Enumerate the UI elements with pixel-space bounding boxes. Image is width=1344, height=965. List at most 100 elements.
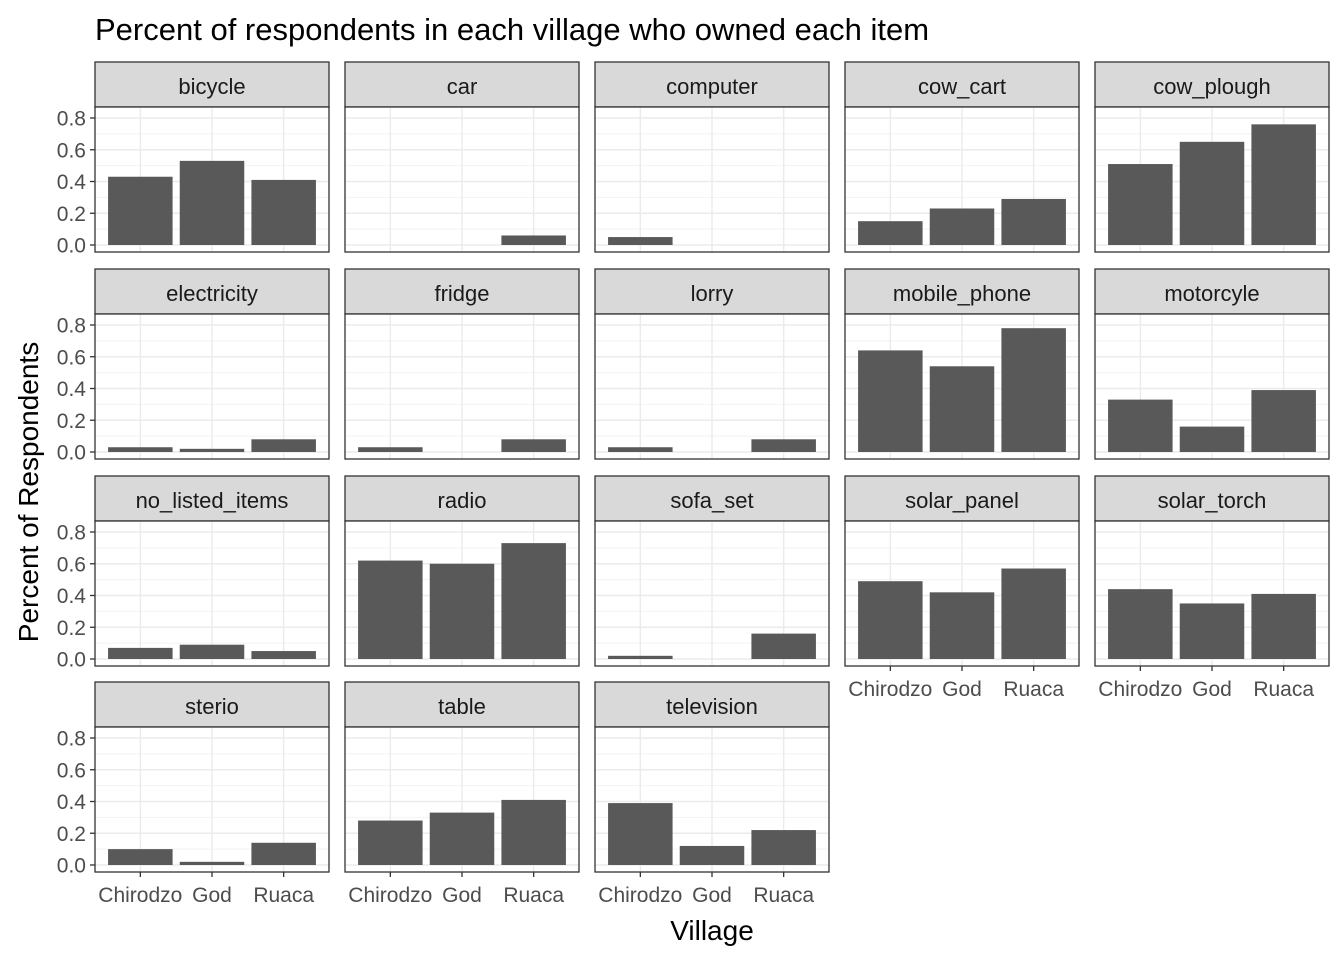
x-tick-label: Chirodzo bbox=[98, 884, 182, 907]
facet-label: motorcyle bbox=[1164, 281, 1259, 306]
facet-strip bbox=[344, 61, 580, 108]
panel-border bbox=[1094, 313, 1330, 460]
facet-panel-lorry: lorry bbox=[594, 268, 830, 460]
facet-label: radio bbox=[438, 488, 487, 513]
bar-ruaca bbox=[501, 543, 566, 659]
y-tick-label: 0.0 bbox=[57, 235, 86, 258]
bar-god bbox=[429, 812, 495, 865]
facet-label: lorry bbox=[691, 281, 734, 306]
bar-god bbox=[679, 845, 745, 865]
facet-label: cow_cart bbox=[918, 74, 1006, 99]
bar-chirodzo bbox=[358, 447, 423, 452]
x-tick-label: Ruaca bbox=[1003, 678, 1064, 701]
facet-panel-cow_cart: cow_cart bbox=[844, 61, 1080, 253]
facet-strip bbox=[344, 475, 580, 522]
panel-border bbox=[844, 106, 1080, 253]
y-tick-label: 0.2 bbox=[57, 823, 86, 846]
bar-ruaca bbox=[751, 830, 816, 865]
bar-god bbox=[429, 563, 495, 659]
facet-strip bbox=[344, 681, 580, 728]
bar-chirodzo bbox=[1108, 589, 1173, 659]
facet-label: cow_plough bbox=[1153, 74, 1270, 99]
facet-panel-cow_plough: cow_plough bbox=[1094, 61, 1330, 253]
facet-label: television bbox=[666, 694, 758, 719]
facet-strip bbox=[1094, 268, 1330, 315]
facet-label: computer bbox=[666, 74, 758, 99]
y-tick-label: 0.0 bbox=[57, 442, 86, 465]
bar-ruaca bbox=[251, 439, 316, 452]
bar-ruaca bbox=[251, 179, 316, 245]
bar-chirodzo bbox=[108, 647, 173, 659]
y-tick-label: 0.4 bbox=[57, 171, 87, 194]
bar-chirodzo bbox=[108, 447, 173, 452]
bar-god bbox=[1179, 141, 1245, 245]
bar-chirodzo bbox=[608, 803, 673, 865]
facet-strip bbox=[344, 268, 580, 315]
y-tick-label: 0.6 bbox=[57, 346, 86, 369]
bar-god bbox=[1179, 426, 1245, 452]
y-tick-label: 0.2 bbox=[57, 203, 86, 226]
x-tick-label: God bbox=[192, 884, 232, 907]
bar-chirodzo bbox=[858, 581, 923, 659]
chart-title: Percent of respondents in each village w… bbox=[95, 12, 929, 47]
facet-label: table bbox=[438, 694, 486, 719]
bar-ruaca bbox=[1001, 198, 1066, 245]
facet-panel-mobile_phone: mobile_phone bbox=[844, 268, 1080, 460]
panel-border bbox=[594, 520, 830, 667]
bar-chirodzo bbox=[608, 447, 673, 452]
bar-ruaca bbox=[1251, 124, 1316, 245]
facet-label: fridge bbox=[434, 281, 489, 306]
facet-panel-computer: computer bbox=[594, 61, 830, 253]
facet-panel-sofa_set: sofa_set bbox=[594, 475, 830, 667]
facet-panel-car: car bbox=[344, 61, 580, 253]
bar-ruaca bbox=[751, 439, 816, 452]
facet-strip bbox=[594, 681, 830, 728]
y-tick-label: 0.0 bbox=[57, 649, 86, 672]
bar-chirodzo bbox=[608, 237, 673, 245]
facet-panel-solar_panel: solar_panel Chirodzo God Ruaca bbox=[844, 475, 1080, 701]
facet-strip bbox=[844, 475, 1080, 522]
panel-border bbox=[844, 313, 1080, 460]
y-tick-label: 0.4 bbox=[57, 378, 87, 401]
facet-label: sofa_set bbox=[670, 488, 753, 513]
bar-ruaca bbox=[1251, 593, 1316, 659]
bar-chirodzo bbox=[1108, 164, 1173, 245]
panel-border bbox=[94, 520, 330, 667]
panel-border bbox=[594, 106, 830, 253]
x-tick-label: Ruaca bbox=[503, 884, 564, 907]
bar-god bbox=[179, 644, 245, 659]
facet-strip bbox=[94, 268, 330, 315]
y-tick-label: 0.6 bbox=[57, 759, 86, 782]
bar-god bbox=[929, 592, 995, 659]
y-tick-label: 0.8 bbox=[57, 522, 86, 545]
facet-panel-motorcyle: motorcyle bbox=[1094, 268, 1330, 460]
x-tick-label: God bbox=[1192, 678, 1232, 701]
bar-ruaca bbox=[751, 633, 816, 659]
facet-label: electricity bbox=[166, 281, 258, 306]
bar-ruaca bbox=[501, 439, 566, 452]
bar-ruaca bbox=[1001, 568, 1066, 659]
bar-ruaca bbox=[501, 235, 566, 245]
y-tick-label: 0.2 bbox=[57, 617, 86, 640]
y-tick-label: 0.6 bbox=[57, 139, 86, 162]
facet-panel-fridge: fridge bbox=[344, 268, 580, 460]
bar-god bbox=[179, 160, 245, 245]
bar-ruaca bbox=[251, 651, 316, 659]
facet-label: no_listed_items bbox=[136, 488, 289, 513]
facet-label: solar_panel bbox=[905, 488, 1019, 513]
bar-god bbox=[929, 208, 995, 245]
x-tick-label: Ruaca bbox=[1253, 678, 1314, 701]
panel-border bbox=[94, 106, 330, 253]
bar-chirodzo bbox=[1108, 399, 1173, 452]
x-tick-label: God bbox=[692, 884, 732, 907]
y-tick-label: 0.6 bbox=[57, 553, 86, 576]
bar-chirodzo bbox=[358, 820, 423, 865]
panel-border bbox=[344, 106, 580, 253]
panel-border bbox=[594, 313, 830, 460]
y-axis-title: Percent of Respondents bbox=[13, 342, 44, 642]
facet-panel-television: television Chirodzo God Ruaca bbox=[594, 681, 830, 907]
y-tick-label: 0.8 bbox=[57, 315, 86, 338]
bar-chirodzo bbox=[108, 176, 173, 245]
x-axis-title: Village bbox=[670, 915, 754, 946]
x-tick-label: Ruaca bbox=[253, 884, 314, 907]
